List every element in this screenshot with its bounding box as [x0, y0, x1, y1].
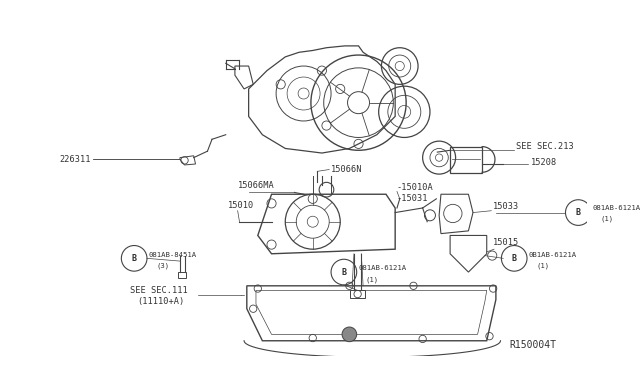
Text: 15066MA: 15066MA	[237, 180, 275, 190]
Text: 081AB-8451A: 081AB-8451A	[149, 252, 197, 258]
Text: SEE SEC.111: SEE SEC.111	[129, 286, 188, 295]
Circle shape	[342, 327, 356, 341]
Text: B: B	[341, 267, 346, 276]
Text: (3): (3)	[156, 262, 169, 269]
Text: 0B1AB-6121A: 0B1AB-6121A	[529, 252, 577, 258]
Text: -15010A: -15010A	[397, 183, 434, 192]
Text: 226311: 226311	[60, 155, 91, 164]
Text: SEE SEC.213: SEE SEC.213	[516, 142, 574, 151]
Text: 081AB-6121A: 081AB-6121A	[358, 265, 406, 272]
Text: 15033: 15033	[493, 202, 520, 211]
Text: (1): (1)	[366, 276, 379, 283]
Text: (11110+A): (11110+A)	[137, 297, 184, 306]
Text: 081AB-6121A: 081AB-6121A	[593, 205, 640, 211]
Text: -15031: -15031	[397, 194, 429, 203]
Text: 15010: 15010	[228, 201, 254, 210]
Text: B: B	[132, 254, 137, 263]
Text: 15015: 15015	[493, 238, 520, 247]
Text: 15208: 15208	[531, 158, 557, 167]
Text: B: B	[512, 254, 516, 263]
Text: (1): (1)	[536, 262, 549, 269]
Text: B: B	[576, 208, 581, 217]
Text: 15066N: 15066N	[331, 165, 362, 174]
Text: R150004T: R150004T	[509, 340, 557, 350]
Text: (1): (1)	[600, 216, 613, 222]
